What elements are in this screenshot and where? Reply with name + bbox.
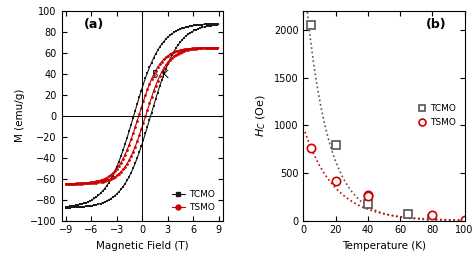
Text: (b): (b) <box>426 17 447 31</box>
X-axis label: Magnetic Field (T): Magnetic Field (T) <box>96 241 189 251</box>
Y-axis label: M (emu/g): M (emu/g) <box>15 89 25 142</box>
Text: 5 K: 5 K <box>152 70 168 80</box>
X-axis label: Temperature (K): Temperature (K) <box>342 241 426 251</box>
Legend: TCMO, TSMO: TCMO, TSMO <box>414 101 460 130</box>
Legend: TCMO, TSMO: TCMO, TSMO <box>168 186 218 216</box>
Y-axis label: $H_C$ (Oe): $H_C$ (Oe) <box>255 94 268 137</box>
Text: (a): (a) <box>84 17 104 31</box>
